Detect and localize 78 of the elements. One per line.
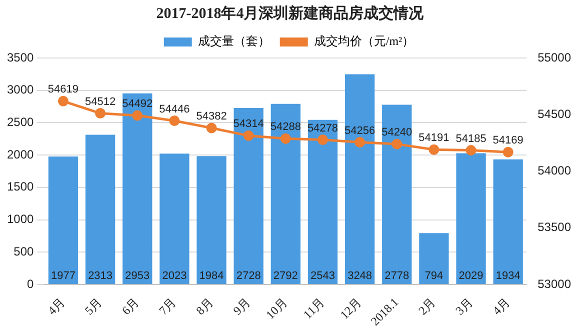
x-tick-label: 6月 bbox=[119, 295, 142, 318]
x-tick-label: 8月 bbox=[193, 295, 216, 318]
data-label: 54492 bbox=[122, 98, 153, 110]
data-label: 2778 bbox=[384, 270, 410, 282]
data-label: 54382 bbox=[196, 110, 227, 123]
x-tick-label: 3月 bbox=[452, 295, 476, 318]
y-tick-label: 500 bbox=[14, 244, 34, 258]
point bbox=[58, 96, 68, 106]
data-label: 54512 bbox=[85, 96, 116, 108]
y-tick-label: 3000 bbox=[6, 82, 34, 97]
x-tick-label: 2月 bbox=[416, 295, 438, 318]
data-label: 1934 bbox=[496, 270, 520, 282]
point bbox=[466, 145, 476, 156]
point bbox=[502, 146, 514, 158]
data-label: 54185 bbox=[456, 132, 486, 145]
y-tick-label: 1000 bbox=[6, 212, 34, 226]
bar bbox=[382, 104, 412, 284]
data-label: 2023 bbox=[162, 270, 187, 282]
data-label: 54446 bbox=[159, 103, 190, 116]
legend-label: 成交均价（元/m²） bbox=[314, 34, 414, 48]
bar bbox=[419, 233, 449, 284]
y2-tick-label: 54500 bbox=[538, 106, 572, 121]
y-tick-label: 2000 bbox=[6, 147, 34, 162]
bar bbox=[85, 134, 116, 284]
data-label: 2543 bbox=[310, 270, 335, 282]
y-tick-label: 1500 bbox=[6, 180, 34, 194]
x-tick-label: 11月 bbox=[300, 295, 328, 322]
data-label: 1977 bbox=[50, 270, 76, 282]
point bbox=[428, 144, 440, 155]
point bbox=[95, 108, 106, 119]
y2-tick-label: 53000 bbox=[538, 276, 572, 291]
point bbox=[392, 138, 402, 150]
point bbox=[132, 110, 143, 121]
data-label: 54314 bbox=[233, 118, 264, 130]
point bbox=[354, 137, 366, 148]
legend-label: 成交量（套） bbox=[198, 34, 270, 48]
bar bbox=[308, 120, 338, 284]
x-tick-label: 5月 bbox=[82, 295, 105, 318]
bar bbox=[48, 156, 78, 284]
bar bbox=[196, 156, 226, 284]
point bbox=[206, 122, 217, 134]
x-tick-label: 4月 bbox=[44, 295, 68, 318]
data-label: 2313 bbox=[88, 270, 113, 282]
data-label: 54288 bbox=[270, 121, 301, 134]
data-label: 54191 bbox=[418, 132, 450, 144]
y2-tick-label: 55000 bbox=[538, 50, 572, 64]
y-tick-label: 2500 bbox=[6, 115, 34, 130]
x-tick-label: 9月 bbox=[230, 295, 253, 318]
bar bbox=[344, 74, 375, 284]
data-label: 54169 bbox=[492, 134, 524, 147]
y2-tick-label: 53500 bbox=[538, 220, 572, 234]
x-tick-label: 12月 bbox=[337, 295, 364, 322]
y-tick-label: 3500 bbox=[6, 50, 34, 64]
point bbox=[169, 115, 180, 126]
data-label: 54619 bbox=[48, 84, 79, 96]
bar bbox=[270, 104, 300, 284]
data-label: 1984 bbox=[199, 270, 224, 282]
bar bbox=[122, 93, 152, 284]
point bbox=[243, 130, 254, 141]
x-tick-label: 10月 bbox=[263, 295, 290, 322]
data-label: 794 bbox=[424, 270, 444, 282]
data-label: 3248 bbox=[348, 270, 372, 282]
x-tick-label: 4月 bbox=[490, 295, 512, 318]
data-label: 2728 bbox=[236, 270, 261, 282]
point bbox=[317, 134, 328, 146]
x-tick-label: 7月 bbox=[156, 295, 179, 318]
chart-title: 2017-2018年4月深圳新建商品房成交情况 bbox=[155, 4, 425, 23]
y2-tick-label: 54000 bbox=[538, 164, 572, 178]
point bbox=[280, 133, 291, 144]
bar bbox=[493, 159, 523, 284]
y-tick-label: 0 bbox=[27, 276, 34, 291]
bar bbox=[234, 108, 264, 284]
bar bbox=[456, 153, 486, 284]
bar bbox=[160, 154, 190, 284]
data-label: 2029 bbox=[458, 270, 484, 282]
data-label: 2953 bbox=[125, 270, 150, 282]
data-label: 54278 bbox=[307, 122, 338, 134]
data-label: 2792 bbox=[273, 270, 298, 282]
